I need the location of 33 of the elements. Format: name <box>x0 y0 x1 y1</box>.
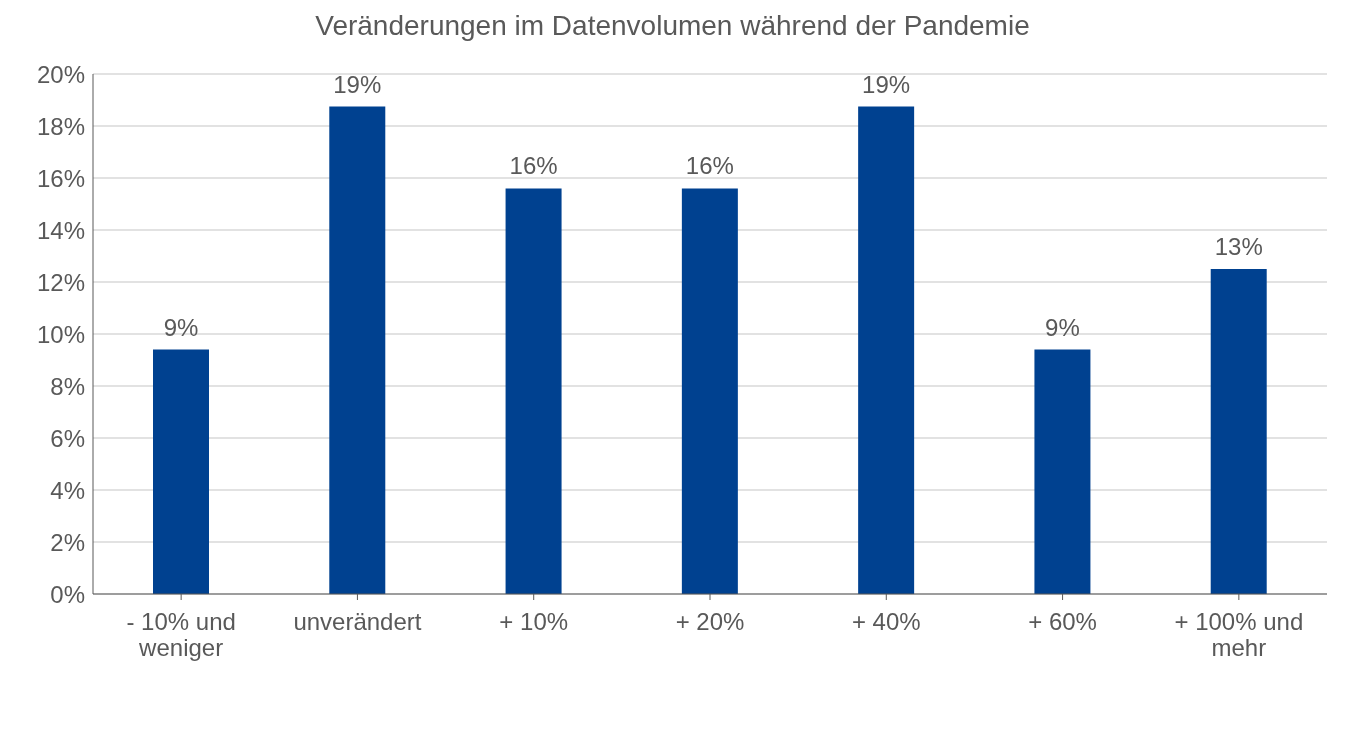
y-tick-label: 18% <box>36 112 85 140</box>
x-tick-label: + 20% <box>675 608 745 635</box>
y-tick-label: 12% <box>36 268 85 296</box>
data-label: 13% <box>1214 233 1263 260</box>
y-tick-label: 20% <box>36 60 85 88</box>
y-tick-label: 2% <box>50 528 85 556</box>
y-tick-label: 16% <box>36 164 85 192</box>
x-tick-label: + 60% <box>1028 608 1097 635</box>
data-label: 16% <box>685 152 734 180</box>
x-tick-label: - 10% und weniger <box>126 608 236 661</box>
data-label: 19% <box>862 70 911 98</box>
y-tick-label: 14% <box>36 216 85 244</box>
data-label: 16% <box>509 152 558 180</box>
x-tick-label: + 40% <box>851 608 921 635</box>
bar <box>153 349 209 594</box>
y-tick-label: 8% <box>50 372 85 400</box>
y-tick-label: 6% <box>50 424 85 452</box>
y-tick-label: 10% <box>36 320 85 348</box>
data-label: 9% <box>163 313 199 341</box>
bar <box>681 188 738 594</box>
bar <box>1210 269 1267 594</box>
data-label: 19% <box>333 70 382 98</box>
bar <box>1034 349 1091 594</box>
x-tick-label: + 10% <box>499 608 569 635</box>
chart-title: Veränderungen im Datenvolumen während der Pandemie <box>314 9 1031 43</box>
bar <box>858 106 915 594</box>
x-tick-label: unverändert <box>293 608 422 635</box>
y-tick-label: 4% <box>50 476 85 504</box>
x-tick-label: + 100% und mehr <box>1174 608 1304 661</box>
bar <box>329 106 386 594</box>
bar <box>505 188 562 594</box>
data-label: 9% <box>1045 313 1080 341</box>
y-tick-label: 0% <box>50 580 85 608</box>
